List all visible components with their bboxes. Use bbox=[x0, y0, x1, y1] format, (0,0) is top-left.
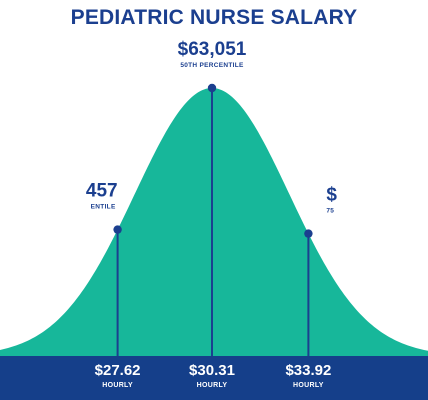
chart-title: PEDIATRIC NURSE SALARY bbox=[71, 6, 358, 29]
annual-salary-p75: $ bbox=[326, 185, 337, 206]
marker-dot-p25 bbox=[113, 225, 122, 234]
hourly-caption-p25: HOURLY bbox=[102, 382, 133, 389]
hourly-rate-p75: $33.92 bbox=[285, 362, 331, 379]
hourly-caption-p50: HOURLY bbox=[197, 382, 228, 389]
annual-salary-p50: $63,051 bbox=[178, 39, 247, 60]
hourly-rate-p50: $30.31 bbox=[189, 362, 235, 379]
bell-curve-area bbox=[0, 88, 428, 356]
marker-dot-p50 bbox=[207, 83, 217, 93]
hourly-caption-p75: HOURLY bbox=[293, 382, 324, 389]
percentile-label-p75: 75 bbox=[326, 208, 334, 215]
markers-layer: 457 ENTILE $27.62 HOURLY $63,051 50TH PERCENT… bbox=[86, 39, 338, 389]
hourly-band bbox=[0, 356, 428, 400]
marker-dot-p75 bbox=[304, 229, 313, 238]
percentile-label-p50: 50TH PERCENTILE bbox=[180, 62, 244, 69]
annual-salary-p25: 457 bbox=[86, 181, 118, 202]
percentile-label-p25: ENTILE bbox=[91, 204, 116, 211]
hourly-rate-p25: $27.62 bbox=[95, 362, 141, 379]
